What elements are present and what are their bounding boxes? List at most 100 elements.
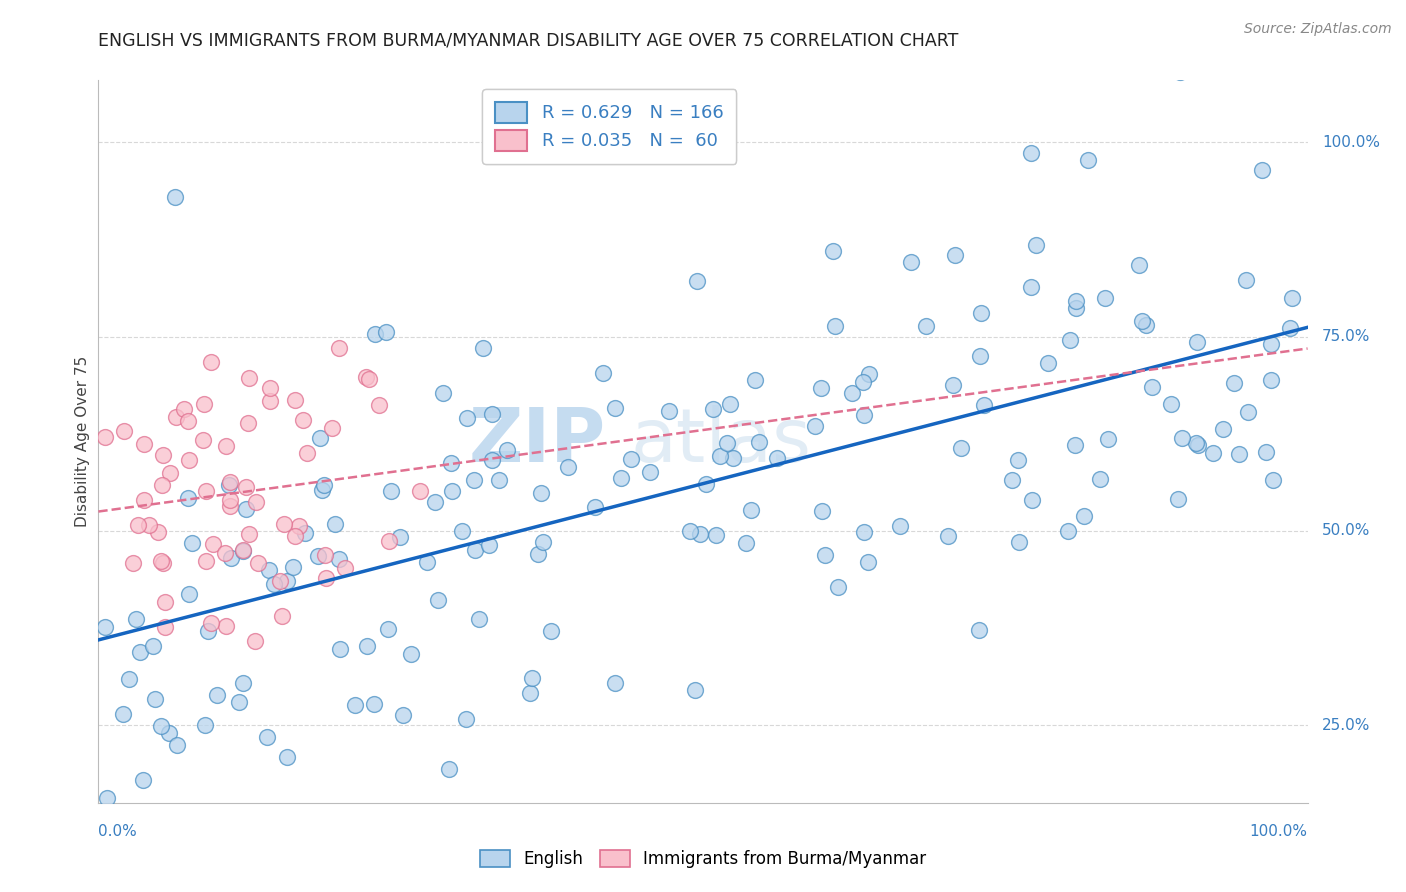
Point: [219, 492, 242, 507]
Point: [243, 634, 266, 648]
Point: [214, 546, 236, 560]
Point: [194, 718, 217, 732]
Point: [716, 435, 738, 450]
Point: [165, 190, 187, 204]
Point: [159, 466, 181, 480]
Point: [94, 620, 117, 634]
Point: [1097, 432, 1119, 446]
Point: [357, 371, 380, 385]
Point: [177, 414, 200, 428]
Point: [155, 620, 177, 634]
Point: [658, 404, 681, 418]
Point: [439, 456, 461, 470]
Point: [811, 504, 834, 518]
Point: [165, 409, 187, 424]
Point: [1001, 473, 1024, 487]
Point: [378, 534, 401, 549]
Point: [132, 437, 155, 451]
Point: [766, 451, 789, 466]
Point: [481, 408, 503, 422]
Point: [432, 386, 454, 401]
Point: [1090, 472, 1112, 486]
Point: [328, 552, 350, 566]
Point: [740, 503, 762, 517]
Point: [283, 559, 305, 574]
Point: [638, 465, 661, 479]
Text: 25.0%: 25.0%: [1322, 717, 1371, 732]
Point: [235, 502, 257, 516]
Text: ZIP: ZIP: [470, 405, 606, 478]
Point: [427, 592, 450, 607]
Point: [149, 719, 172, 733]
Point: [125, 612, 148, 626]
Point: [695, 476, 717, 491]
Point: [1064, 301, 1087, 315]
Point: [1036, 356, 1059, 370]
Point: [309, 431, 332, 445]
Point: [1202, 445, 1225, 459]
Point: [1167, 491, 1189, 506]
Point: [218, 475, 240, 490]
Point: [679, 524, 702, 538]
Point: [943, 248, 966, 262]
Point: [1128, 259, 1150, 273]
Point: [112, 424, 135, 438]
Point: [1212, 422, 1234, 436]
Point: [153, 594, 176, 608]
Point: [702, 402, 724, 417]
Point: [609, 471, 631, 485]
Point: [1260, 336, 1282, 351]
Point: [1223, 376, 1246, 390]
Point: [367, 398, 389, 412]
Point: [247, 556, 270, 570]
Y-axis label: Disability Age Over 75: Disability Age Over 75: [75, 356, 90, 527]
Point: [150, 478, 173, 492]
Point: [374, 325, 396, 339]
Point: [495, 442, 517, 457]
Point: [605, 675, 627, 690]
Point: [735, 535, 758, 549]
Point: [841, 385, 863, 400]
Point: [276, 750, 298, 764]
Point: [276, 574, 298, 588]
Point: [363, 697, 385, 711]
Point: [1170, 64, 1192, 78]
Point: [315, 571, 337, 585]
Point: [689, 527, 711, 541]
Point: [540, 624, 562, 638]
Point: [425, 494, 447, 508]
Point: [1279, 321, 1302, 335]
Point: [858, 367, 880, 381]
Point: [519, 686, 541, 700]
Point: [1008, 535, 1031, 549]
Point: [364, 326, 387, 341]
Point: [1234, 273, 1257, 287]
Point: [1064, 293, 1087, 308]
Legend: English, Immigrants from Burma/Myanmar: English, Immigrants from Burma/Myanmar: [474, 843, 932, 875]
Point: [259, 393, 281, 408]
Point: [1025, 238, 1047, 252]
Point: [259, 381, 281, 395]
Point: [143, 692, 166, 706]
Point: [191, 433, 214, 447]
Point: [900, 254, 922, 268]
Point: [938, 529, 960, 543]
Point: [853, 524, 876, 539]
Point: [744, 373, 766, 387]
Point: [273, 516, 295, 531]
Point: [467, 612, 489, 626]
Point: [112, 707, 135, 722]
Point: [1019, 145, 1042, 160]
Point: [142, 639, 165, 653]
Point: [238, 416, 260, 430]
Point: [1260, 373, 1282, 387]
Point: [173, 402, 195, 417]
Point: [152, 448, 174, 462]
Point: [852, 375, 875, 389]
Point: [94, 430, 117, 444]
Point: [232, 544, 254, 558]
Point: [194, 483, 217, 498]
Point: [129, 644, 152, 658]
Point: [132, 773, 155, 788]
Point: [720, 397, 742, 411]
